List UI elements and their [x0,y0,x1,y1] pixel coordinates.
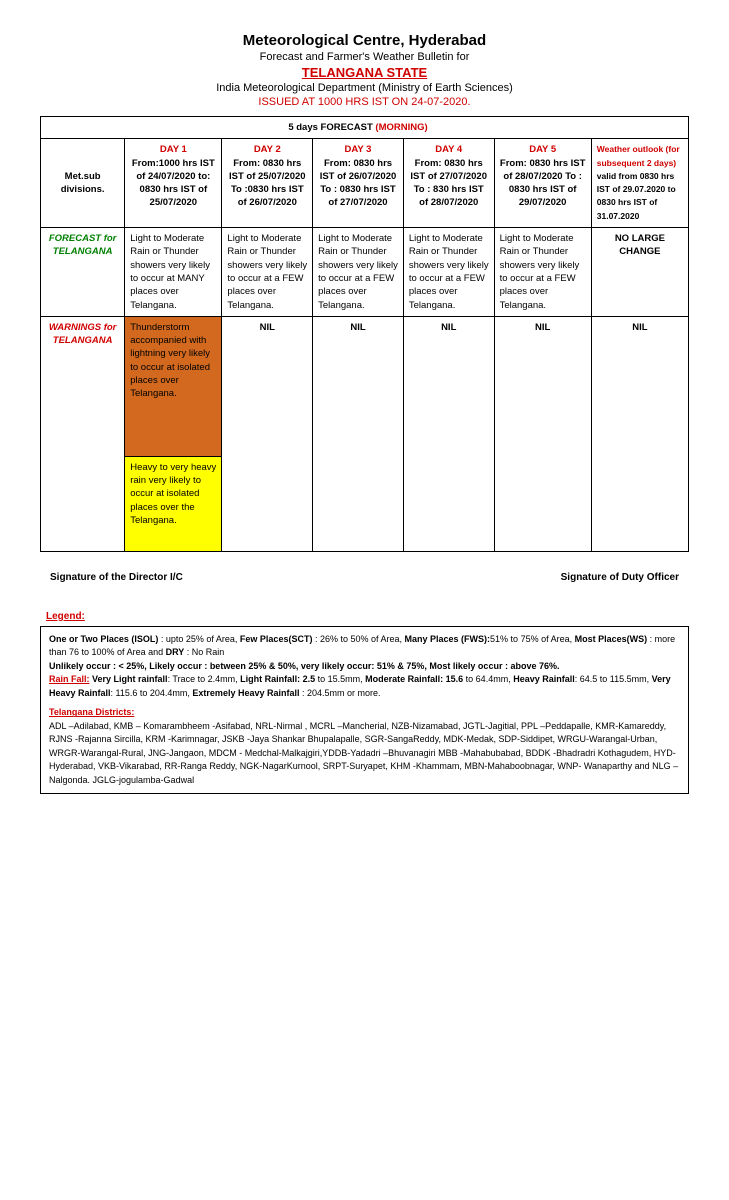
forecast-outlook: NO LARGE CHANGE [591,228,688,317]
outlook-header: Weather outlook (for subsequent 2 days) … [591,139,688,228]
districts-list: ADL –Adilabad, KMB – Komarambheem -Asifa… [49,721,678,785]
warning-yellow-cell: Heavy to very heavy rain very likely to … [125,456,222,551]
forecast-day5: Light to Moderate Rain or Thunder shower… [494,228,591,317]
day2-header: DAY 2From: 0830 hrs IST of 25/07/2020 To… [222,139,313,228]
legend-rainfall: Rain Fall: Very Light rainfall: Trace to… [49,673,680,700]
day5-header: DAY 5From: 0830 hrs IST of 28/07/2020 To… [494,139,591,228]
forecast-row-label: FORECAST for TELANGANA [41,228,125,317]
signature-duty-officer: Signature of Duty Officer [561,572,679,583]
day-range: From: 0830 hrs IST of 25/07/2020 To :083… [227,157,307,210]
day-label: DAY 3 [318,143,398,156]
department: India Meteorological Department (Ministr… [40,82,689,94]
signature-director: Signature of the Director I/C [50,572,183,583]
day-range: From:1000 hrs IST of 24/07/2020 to: 0830… [130,157,216,210]
districts-title: Telangana Districts: [49,707,134,717]
forecast-day2: Light to Moderate Rain or Thunder shower… [222,228,313,317]
state-name: TELANGANA STATE [40,65,689,80]
column-headers-row: Met.sub divisions. DAY 1From:1000 hrs IS… [41,139,689,228]
issued-stamp: ISSUED AT 1000 HRS IST ON 24-07-2020. [40,96,689,108]
day-range: From: 0830 hrs IST of 28/07/2020 To : 08… [500,157,586,210]
day3-header: DAY 3From: 0830 hrs IST of 26/07/2020 To… [313,139,404,228]
legend-coverage: One or Two Places (ISOL) : upto 25% of A… [49,633,680,660]
outlook-title: Weather outlook (for subsequent 2 days) [597,144,680,167]
title-text: 5 days FORECAST [288,122,375,133]
signatures-row: Signature of the Director I/C Signature … [50,572,679,583]
day-range: From: 0830 hrs IST of 26/07/2020 To : 08… [318,157,398,210]
legend-title: Legend: [46,611,689,622]
legend-box: One or Two Places (ISOL) : upto 25% of A… [40,626,689,795]
day-label: DAY 2 [227,143,307,156]
day-label: DAY 1 [130,143,216,156]
title-morning: (MORNING) [375,122,427,133]
day-label: DAY 4 [409,143,489,156]
warning-day4-nil: NIL [403,316,494,551]
warning-day3-nil: NIL [313,316,404,551]
table-title: 5 days FORECAST (MORNING) [125,117,592,139]
warning-outlook-nil: NIL [591,316,688,551]
forecast-day3: Light to Moderate Rain or Thunder shower… [313,228,404,317]
metsub-header: Met.sub divisions. [41,139,125,228]
outlook-range: valid from 0830 hrs IST of 29.07.2020 to… [597,171,676,221]
warning-day5-nil: NIL [494,316,591,551]
bulletin-subtitle: Forecast and Farmer's Weather Bulletin f… [40,51,689,63]
day-label: DAY 5 [500,143,586,156]
legend-likelihood: Unlikely occur : < 25%, Likely occur : b… [49,660,680,674]
legend-districts: Telangana Districts: ADL –Adilabad, KMB … [49,706,680,787]
day-range: From: 0830 hrs IST of 27/07/2020 To : 83… [409,157,489,210]
day4-header: DAY 4From: 0830 hrs IST of 27/07/2020 To… [403,139,494,228]
warning-orange-cell: Thunderstorm accompanied with lightning … [125,316,222,456]
forecast-day4: Light to Moderate Rain or Thunder shower… [403,228,494,317]
forecast-row: FORECAST for TELANGANA Light to Moderate… [41,228,689,317]
org-title: Meteorological Centre, Hyderabad [40,32,689,49]
forecast-day1: Light to Moderate Rain or Thunder shower… [125,228,222,317]
warning-day2-nil: NIL [222,316,313,551]
document-header: Meteorological Centre, Hyderabad Forecas… [40,32,689,108]
forecast-table: 5 days FORECAST (MORNING) Met.sub divisi… [40,116,689,552]
table-title-row: 5 days FORECAST (MORNING) [41,117,689,139]
warnings-row-1: WARNINGS for TELANGANA Thunderstorm acco… [41,316,689,456]
warnings-row-label: WARNINGS for TELANGANA [41,316,125,551]
day1-header: DAY 1From:1000 hrs IST of 24/07/2020 to:… [125,139,222,228]
